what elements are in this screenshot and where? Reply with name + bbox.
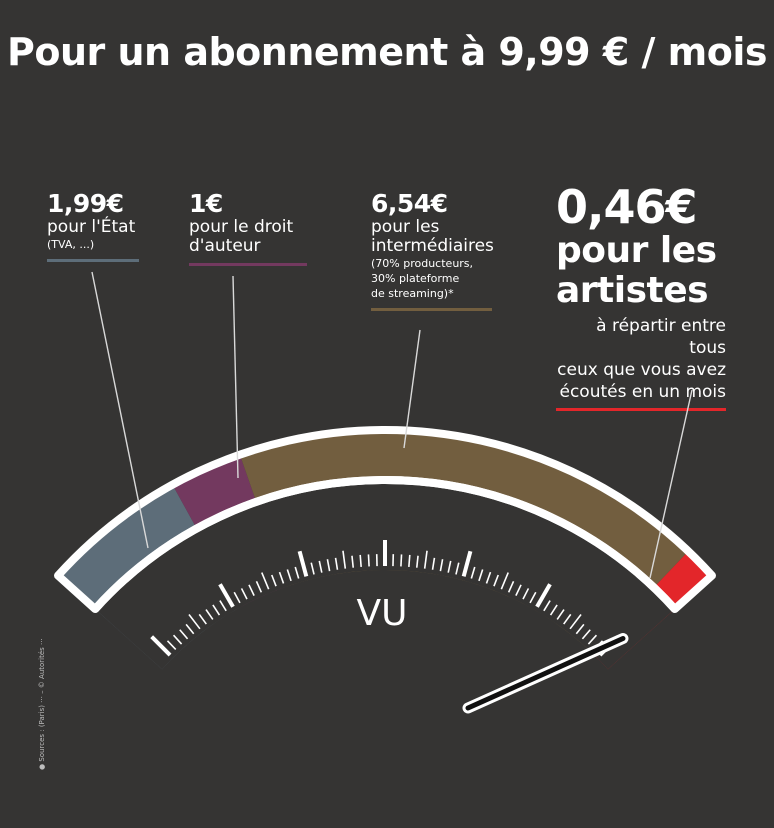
state-note: (TVA, ...) (47, 238, 95, 251)
artists-underline (556, 408, 726, 411)
leader-line-2 (403, 329, 421, 449)
leader-line-0 (91, 271, 149, 549)
gauge-tick (212, 604, 221, 616)
inter-note-2: 30% plateforme (371, 272, 460, 285)
gauge-tick (500, 572, 509, 590)
gauge-tick (522, 588, 530, 600)
gauge-tick (549, 604, 558, 616)
gauge-tick (150, 635, 172, 657)
artists-sub-3: écoutés en un mois (559, 382, 727, 402)
label-artists: 0,46€ pour les artistes à répartir entre… (556, 183, 726, 411)
gauge-tick (563, 613, 572, 625)
gauge-tick (286, 569, 292, 582)
artists-sub-2: ceux que vous avez (557, 360, 726, 380)
gauge-tick (587, 634, 598, 645)
gauge-tick (219, 600, 227, 612)
gauge-tick (400, 554, 403, 567)
gauge-tick (461, 550, 473, 577)
artists-amount: 0,46€ (556, 180, 698, 234)
gauge-tick (166, 640, 177, 651)
author-desc-2: d'auteur (189, 236, 261, 256)
gauge-tick (359, 554, 362, 567)
needle (465, 635, 626, 711)
gauge-tick (326, 559, 331, 572)
leader-line-1 (232, 275, 239, 479)
gauge-tick (556, 609, 565, 620)
gauge-tick (431, 557, 436, 570)
artists-sub-1: à répartir entre tous (596, 316, 726, 358)
gauge-tick (198, 613, 207, 625)
state-amount: 1,99€ (47, 189, 124, 218)
inter-underline (371, 308, 492, 311)
gauge-outline (54, 426, 716, 614)
gauge-tick (485, 571, 492, 584)
gauge-tick (455, 562, 460, 575)
gauge-tick (172, 634, 183, 645)
gauge-tick (351, 555, 355, 568)
gauge-tick (439, 559, 444, 572)
gauge-tick (569, 614, 582, 630)
gauge-tick (297, 550, 309, 577)
author-underline (189, 263, 307, 266)
gauge-tick (248, 584, 255, 596)
label-state: 1,99€ pour l'État (TVA, ...) (47, 190, 139, 262)
gauge-tick (318, 560, 323, 573)
gauge-tick (294, 566, 300, 579)
gauge-tick (493, 574, 499, 587)
gauge-tick (218, 583, 235, 608)
author-desc-1: pour le droit (189, 217, 294, 237)
gauge-tick (342, 550, 347, 569)
state-desc: pour l'État (47, 217, 136, 237)
inter-note-3: de streaming)* (371, 287, 454, 300)
gauge-tick (478, 569, 484, 582)
gauge-tick (408, 554, 411, 567)
gauge-tick (581, 629, 591, 640)
gauge-tick (470, 566, 476, 579)
state-underline (47, 259, 139, 262)
vu-label: VU (357, 593, 408, 634)
inter-amount: 6,54€ (371, 189, 448, 218)
gauge-tick (529, 591, 537, 604)
gauge-tick (205, 609, 214, 620)
gauge-tick (367, 554, 370, 567)
gauge-tick (179, 629, 189, 640)
gauge-tick (535, 583, 552, 608)
artists-desc-2: artistes (556, 270, 709, 311)
gauge-tick (240, 588, 248, 600)
gauge-tick (334, 557, 339, 570)
inter-desc-1: pour les (371, 217, 440, 237)
artists-desc-1: pour les (556, 230, 717, 271)
leader-line-3 (649, 389, 693, 579)
gauge-tick (515, 584, 522, 596)
inter-note-1: (70% producteurs, (371, 257, 474, 270)
gauge-tick (447, 560, 452, 573)
gauge-tick (415, 555, 419, 568)
label-author: 1€ pour le droit d'auteur (189, 190, 307, 266)
gauge-tick (575, 623, 585, 635)
inter-desc-2: intermédiaires (371, 236, 494, 256)
page-title: Pour un abonnement à 9,99 € / mois (7, 30, 767, 74)
gauge-tick (543, 600, 551, 612)
gauge-tick (255, 580, 263, 593)
source-credit: ● Sources : (Paris) ··· – © Autorités ··… (38, 638, 46, 770)
gauge-tick (507, 580, 515, 593)
gauge-tick (271, 574, 277, 587)
gauge-tick (185, 623, 195, 635)
author-amount: 1€ (189, 189, 223, 218)
gauge-tick (310, 562, 315, 575)
label-intermediaries: 6,54€ pour les intermédiaires (70% produ… (371, 189, 494, 311)
gauge-tick (278, 571, 285, 584)
gauge-tick (188, 614, 201, 630)
gauge-tick (233, 591, 241, 604)
gauge-tick (261, 572, 270, 590)
gauge-face (95, 480, 675, 670)
gauge-tick (423, 550, 428, 569)
